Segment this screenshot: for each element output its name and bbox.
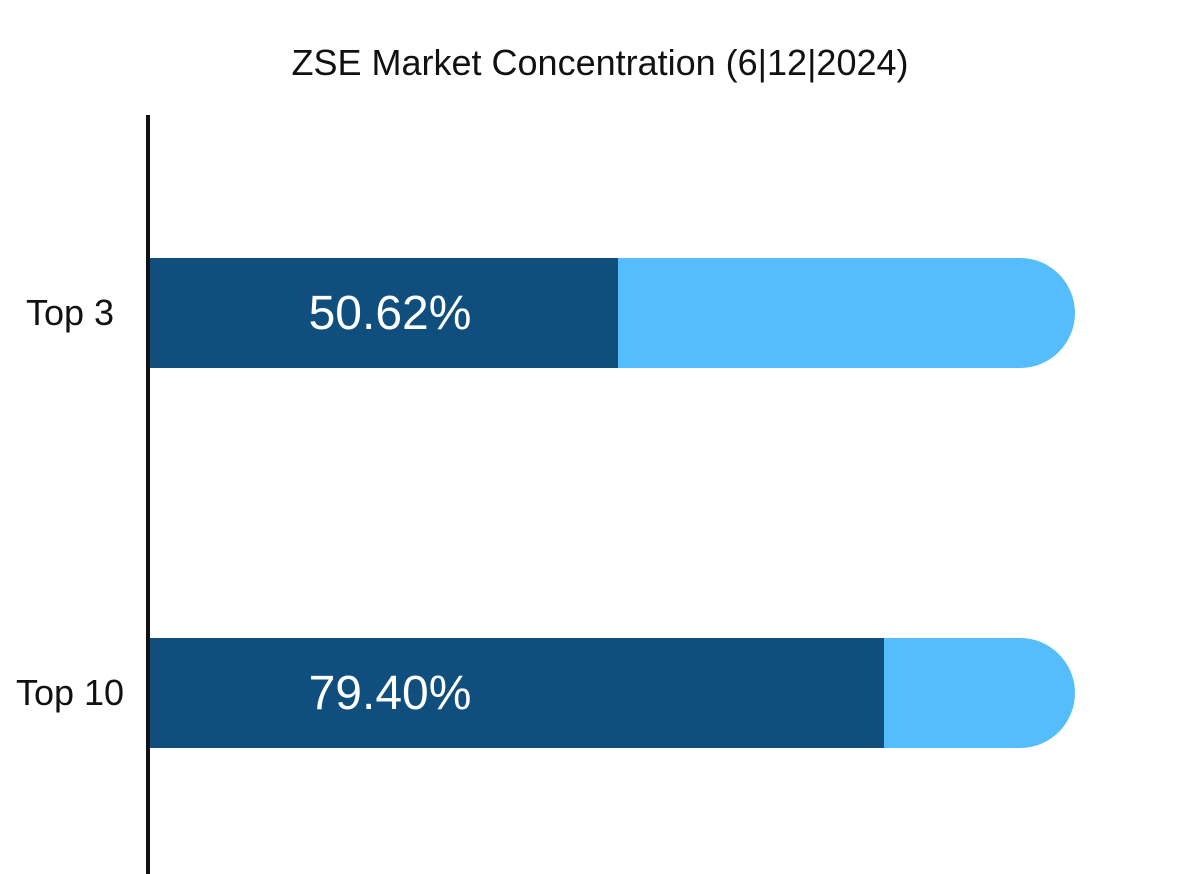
bar-row-top3: Top 3 50.62% [0,258,1200,368]
bar-value-label-top10: 79.40% [308,667,472,720]
bar-row-top10: Top 10 79.40% [0,638,1200,748]
category-label-top10: Top 10 [15,672,125,713]
bar-fill-top3 [150,258,619,368]
category-label-top3: Top 3 [25,292,115,333]
bar-fill-top10 [150,638,885,748]
bar-track-top10: 79.40% [150,638,1075,748]
chart-title: ZSE Market Concentration (6|12|2024) [291,42,909,83]
y-axis-line [146,115,150,874]
bar-value-label-top3: 50.62% [308,287,472,340]
bar-track-top3: 50.62% [150,258,1075,368]
